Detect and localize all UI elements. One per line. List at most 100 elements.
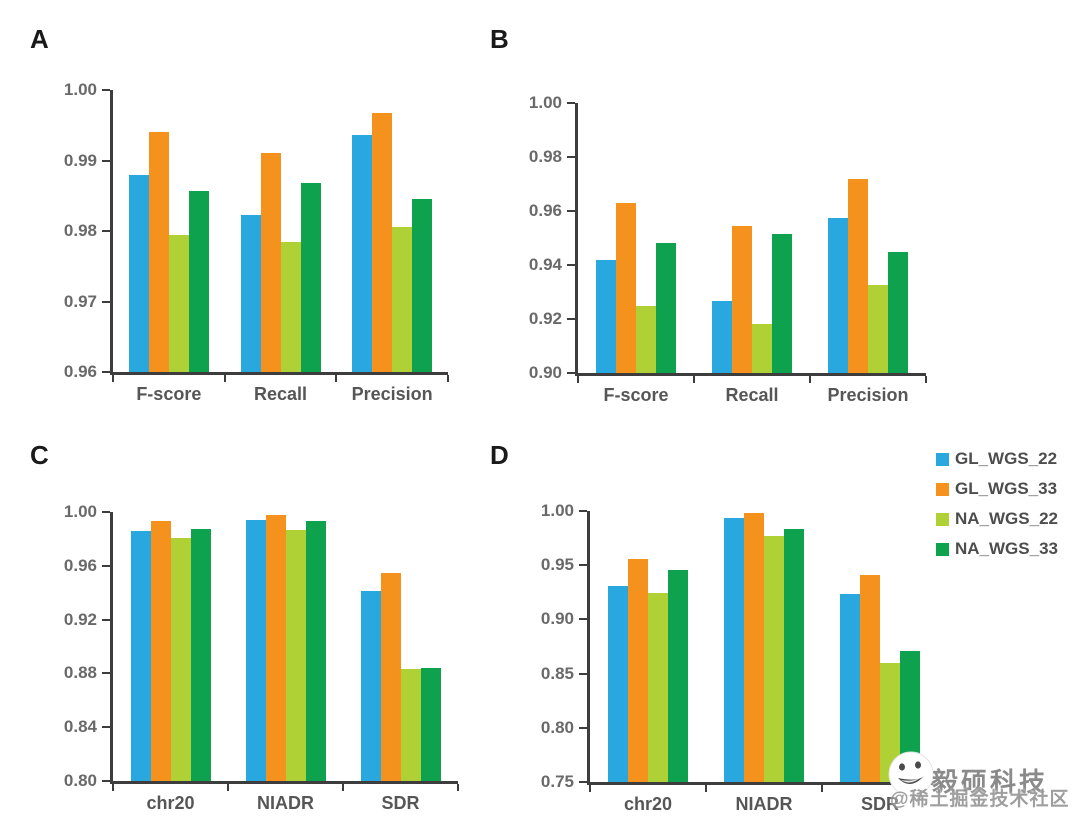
- bar-na_wgs_33-precision: [412, 199, 433, 372]
- panel-c-chart: 1.00 0.96 0.92 0.88 0.84 0.80 chr20 NIADR SDR: [64, 502, 459, 813]
- bar-na_wgs_33-chr20: [668, 569, 688, 782]
- bar-gl_wgs_33-sdr: [380, 573, 401, 781]
- bar-gl_wgs_22-precision: [828, 217, 848, 373]
- bar-na_wgs_22-niadr: [285, 529, 306, 781]
- bar-na_wgs_22-f-score: [168, 234, 189, 372]
- x-axis-tick-mark: [112, 784, 114, 791]
- y-axis-tick-mark: [102, 371, 110, 373]
- x-axis-tick-mark: [447, 375, 449, 382]
- x-axis-tick-mark: [693, 376, 695, 383]
- category-label: chr20: [146, 793, 195, 813]
- bar-na_wgs_22-chr20: [648, 593, 668, 782]
- bar-na_wgs_33-f-score: [656, 243, 676, 373]
- bar-gl_wgs_22-recall: [712, 301, 732, 373]
- x-axis-tick-mark: [457, 784, 459, 791]
- y-axis-tick-mark: [579, 618, 587, 621]
- panel-d-chart: 1.00 0.95 0.90 0.85 0.80 0.75 chr20 NIADR SDR: [541, 501, 939, 814]
- y-axis-tick-label: 0.95: [540, 555, 574, 575]
- y-axis-tick-label: 0.94: [528, 255, 562, 274]
- bar-gl_wgs_33-sdr: [860, 574, 880, 782]
- x-axis-tick-mark: [809, 376, 811, 383]
- category-label: F-score: [136, 384, 202, 404]
- bar-na_wgs_22-recall: [752, 324, 772, 373]
- y-axis-tick-label: 0.96: [63, 555, 97, 575]
- y-axis-tick-mark: [102, 618, 110, 621]
- y-axis-tick-mark: [102, 300, 110, 303]
- x-axis-tick-mark: [227, 784, 229, 791]
- y-axis-tick-label: 1.00: [528, 93, 562, 112]
- bar-gl_wgs_22-niadr: [724, 517, 744, 782]
- category-label: Recall: [253, 384, 308, 404]
- bar-gl_wgs_33-chr20: [150, 521, 171, 781]
- bar-na_wgs_22-f-score: [636, 305, 656, 373]
- panel-c-label: C: [30, 440, 49, 470]
- panel-b-chart: 1.00 0.98 0.96 0.94 0.92 0.90 F-score Recall Pre…: [529, 93, 927, 405]
- y-axis-tick-label: 0.98: [528, 147, 562, 166]
- y-axis-tick-mark: [102, 672, 110, 675]
- category-label: Precision: [351, 384, 433, 404]
- y-axis-tick-label: 0.99: [63, 150, 97, 170]
- bar-gl_wgs_33-niadr: [744, 513, 764, 782]
- y-axis-tick-label: 0.84: [63, 717, 97, 737]
- bar-na_wgs_22-precision: [392, 227, 413, 372]
- bar-na_wgs_33-niadr: [784, 529, 804, 782]
- bar-gl_wgs_22-chr20: [130, 530, 151, 781]
- bar-gl_wgs_33-precision: [372, 113, 393, 372]
- bar-gl_wgs_22-recall: [240, 214, 261, 372]
- y-axis-tick-mark: [579, 510, 587, 512]
- bar-gl_wgs_33-f-score: [148, 132, 169, 372]
- legend-item-label: GL_WGS_22: [955, 449, 1058, 468]
- bar-gl_wgs_22-chr20: [608, 585, 628, 782]
- panel-b-label: B: [490, 24, 509, 54]
- panel-d-label: D: [490, 440, 509, 470]
- legend: GL_WGS_22 GL_WGS_33 NA_WGS_22 NA_WGS_33: [936, 444, 1058, 564]
- y-axis-tick-mark: [102, 780, 110, 782]
- y-axis-tick-mark: [567, 156, 575, 158]
- bar-na_wgs_22-chr20: [170, 537, 191, 781]
- bar-na_wgs_22-recall: [280, 241, 301, 372]
- y-axis-tick-mark: [567, 318, 575, 320]
- category-label: SDR: [381, 793, 420, 813]
- y-axis-tick-mark: [102, 511, 110, 513]
- legend-swatch-yellowgreen-icon: [936, 512, 949, 526]
- y-axis-tick-mark: [102, 564, 110, 567]
- bar-gl_wgs_22-precision: [352, 135, 373, 372]
- bar-na_wgs_33-recall: [300, 183, 321, 372]
- y-axis-tick-label: 1.00: [540, 501, 574, 520]
- category-label: NIADR: [257, 793, 314, 813]
- y-axis-tick-mark: [579, 781, 587, 783]
- y-axis-tick-label: 0.88: [63, 663, 97, 683]
- y-axis-tick-label: 0.92: [528, 309, 562, 328]
- bar-gl_wgs_22-sdr: [840, 594, 860, 782]
- y-axis-tick-label: 0.80: [63, 771, 97, 790]
- bar-na_wgs_22-precision: [868, 285, 888, 373]
- bar-gl_wgs_22-sdr: [360, 591, 381, 781]
- y-axis-tick-mark: [102, 230, 110, 232]
- x-axis-tick-mark: [112, 375, 114, 382]
- y-axis-tick-mark: [579, 564, 587, 567]
- legend-item: GL_WGS_22: [936, 444, 1058, 474]
- bar-gl_wgs_22-f-score: [596, 259, 616, 373]
- y-axis-tick-mark: [567, 264, 575, 266]
- bar-na_wgs_33-sdr: [900, 650, 920, 782]
- x-axis-tick-mark: [925, 376, 927, 383]
- category-label: F-score: [603, 385, 669, 405]
- bar-na_wgs_33-chr20: [190, 528, 211, 781]
- category-label: SDR: [860, 794, 899, 814]
- legend-item-label: GL_WGS_33: [955, 479, 1058, 498]
- y-axis-tick-mark: [102, 726, 110, 729]
- legend-item: GL_WGS_33: [936, 474, 1058, 504]
- panel-a-label: A: [30, 24, 49, 54]
- bar-gl_wgs_22-niadr: [245, 520, 266, 781]
- x-axis-tick-mark: [937, 785, 939, 792]
- y-axis-tick-label: 1.00: [63, 80, 97, 99]
- bar-gl_wgs_33-recall: [260, 152, 281, 372]
- y-axis-tick-label: 0.96: [63, 362, 97, 381]
- category-label: chr20: [623, 794, 673, 814]
- bar-na_wgs_22-sdr: [880, 662, 900, 782]
- bar-na_wgs_33-sdr: [420, 668, 441, 781]
- y-axis-tick-mark: [102, 89, 110, 91]
- y-axis-tick-mark: [579, 726, 587, 729]
- bar-gl_wgs_33-recall: [732, 225, 752, 373]
